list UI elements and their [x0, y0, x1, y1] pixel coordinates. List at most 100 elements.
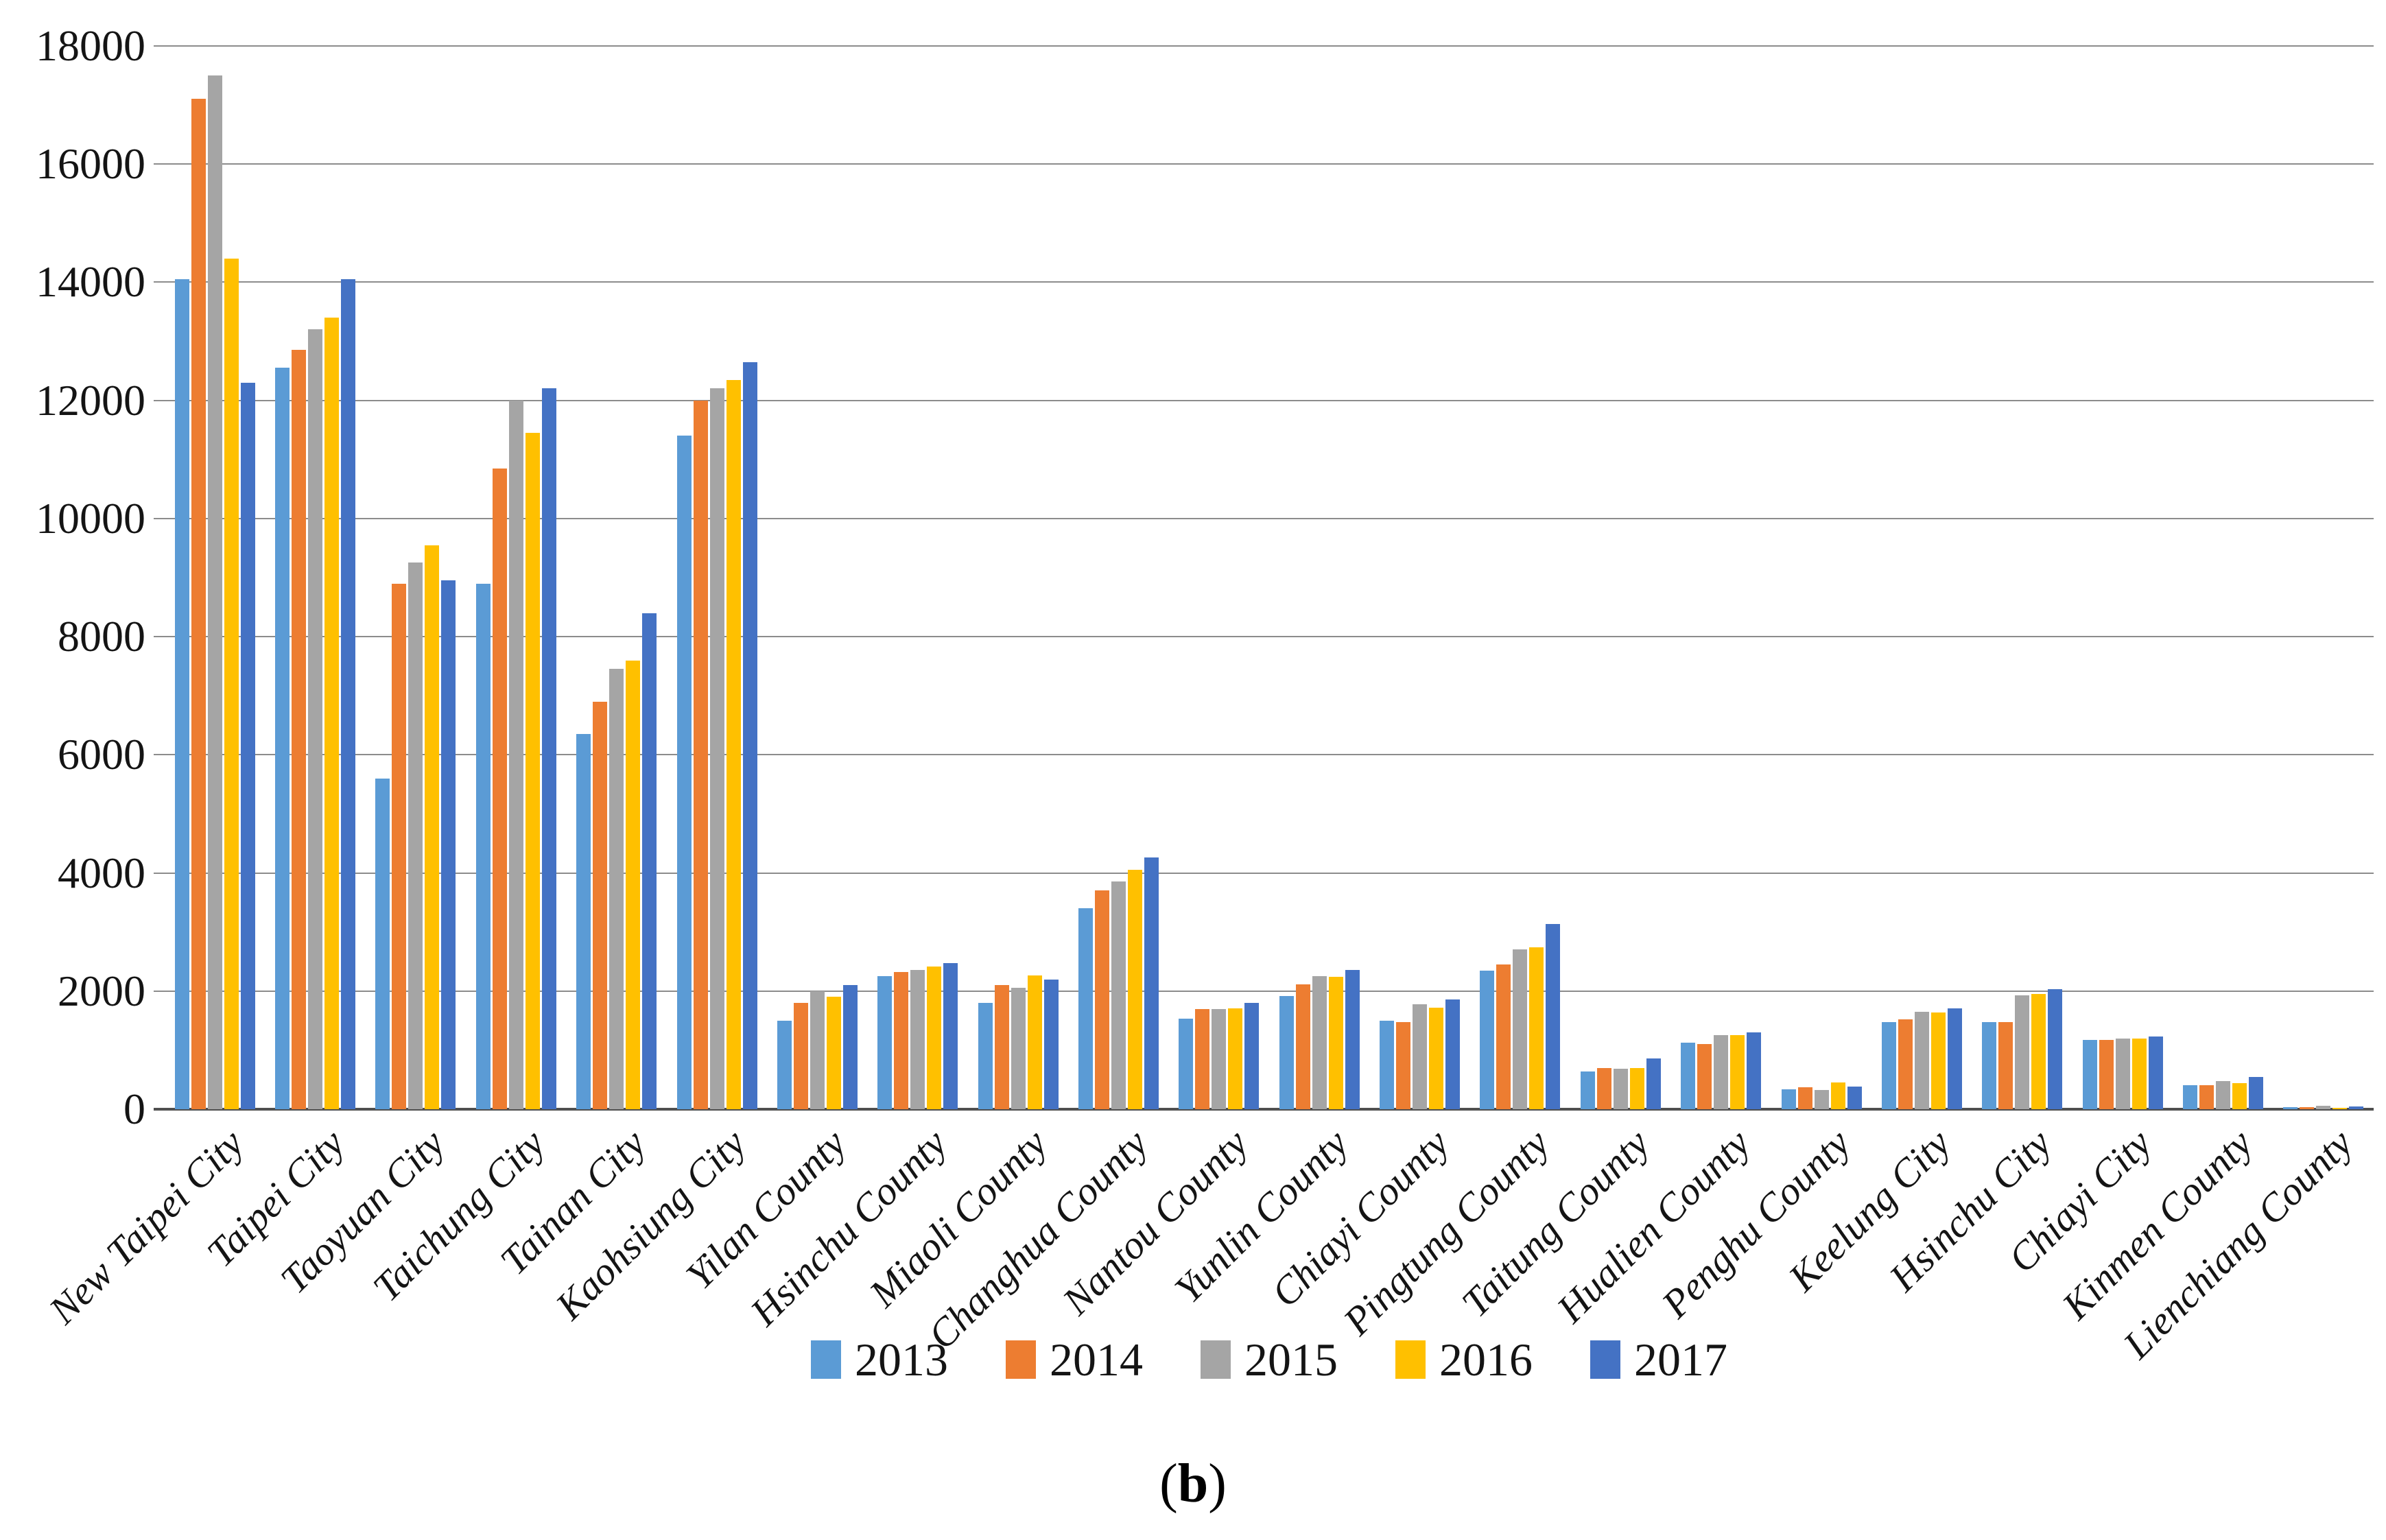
legend-item: 2016: [1395, 1336, 1533, 1383]
bar-2016: [2232, 1083, 2247, 1109]
bar-group: [275, 279, 355, 1109]
bar-group: [375, 545, 456, 1109]
bar-2014: [392, 584, 407, 1109]
bar-2013: [2082, 1040, 2097, 1109]
bar-group: [2082, 1036, 2163, 1109]
bar-2014: [1898, 1019, 1913, 1109]
bar-2016: [1930, 1012, 1946, 1109]
bar-2013: [275, 368, 290, 1109]
bar-group: [877, 963, 958, 1109]
legend-label: 2016: [1439, 1334, 1533, 1386]
bar-2017: [2349, 1106, 2364, 1109]
bar-2013: [375, 779, 390, 1109]
bar-2014: [2099, 1040, 2114, 1109]
bar-2017: [2048, 989, 2063, 1109]
bar-2015: [1212, 1009, 1227, 1109]
bar-2015: [408, 562, 423, 1109]
bar-2013: [1480, 971, 1495, 1109]
legend-item: 2015: [1201, 1336, 1338, 1383]
bar-group: [576, 613, 657, 1109]
bar-2016: [324, 318, 339, 1109]
bar-2013: [1781, 1089, 1796, 1109]
y-axis-tick-label: 10000: [36, 494, 145, 543]
bar-2017: [341, 279, 355, 1109]
bar-2017: [1345, 970, 1360, 1109]
bar-2016: [1328, 977, 1343, 1109]
bar-2017: [441, 580, 456, 1109]
bar-2016: [927, 967, 942, 1109]
bar-2016: [1529, 947, 1544, 1109]
bar-2017: [1747, 1032, 1762, 1109]
y-axis-tick-label: 4000: [58, 849, 145, 897]
y-axis-tick-label: 0: [123, 1085, 145, 1133]
y-axis-tick-label: 6000: [58, 730, 145, 779]
y-axis-tick-label: 2000: [58, 967, 145, 1015]
bar-2016: [2031, 994, 2046, 1109]
gridline: [154, 45, 2374, 47]
bar-group: [2183, 1077, 2263, 1109]
gridline: [154, 281, 2374, 283]
bar-2014: [593, 702, 608, 1109]
bar-2014: [1797, 1087, 1812, 1109]
bar-2013: [1279, 996, 1294, 1109]
bar-2014: [2300, 1107, 2315, 1109]
bar-2014: [1295, 984, 1310, 1109]
bar-2015: [2115, 1039, 2130, 1109]
bar-2013: [475, 584, 491, 1109]
bar-2015: [1413, 1004, 1427, 1109]
caption-close-paren: ): [1208, 1454, 1227, 1514]
bar-group: [2283, 1106, 2364, 1109]
bar-2013: [1881, 1022, 1896, 1109]
bar-2014: [1596, 1068, 1611, 1109]
bar-2014: [994, 985, 1009, 1109]
bar-2016: [1429, 1008, 1443, 1109]
bar-2017: [1244, 1003, 1260, 1109]
bar-2015: [609, 669, 624, 1109]
bar-2015: [910, 970, 925, 1109]
gridline: [154, 754, 2374, 755]
bar-group: [1279, 970, 1360, 1109]
bar-2016: [2332, 1108, 2348, 1109]
bar-2017: [1847, 1087, 1862, 1109]
x-axis-baseline: [154, 1108, 2374, 1111]
bar-2013: [777, 1021, 792, 1109]
bar-group: [1480, 924, 1561, 1109]
bar-2017: [1043, 980, 1059, 1109]
bar-2014: [2199, 1085, 2214, 1109]
bar-2017: [1947, 1008, 1962, 1109]
bar-2016: [1830, 1082, 1845, 1109]
bar-2015: [207, 75, 222, 1109]
bar-group: [676, 362, 757, 1109]
bar-2013: [1681, 1043, 1696, 1109]
gridline: [154, 636, 2374, 637]
bar-2013: [174, 279, 189, 1109]
legend-swatch-2017: [1590, 1340, 1620, 1379]
gridline: [154, 873, 2374, 874]
gridline: [154, 518, 2374, 519]
legend-label: 2015: [1244, 1334, 1338, 1386]
bar-2016: [1228, 1008, 1243, 1109]
bar-2015: [1914, 1012, 1929, 1109]
bar-2016: [525, 433, 540, 1109]
bar-2015: [1312, 976, 1327, 1109]
legend-item: 2014: [1006, 1336, 1143, 1383]
bar-2013: [978, 1003, 993, 1109]
bar-2015: [1513, 949, 1528, 1109]
bar-2014: [1195, 1009, 1210, 1109]
gridline: [154, 400, 2374, 401]
bar-2015: [308, 329, 322, 1109]
bar-group: [1881, 1008, 1962, 1109]
bar-2016: [726, 380, 741, 1109]
bar-2016: [826, 997, 841, 1109]
bar-2015: [1111, 881, 1126, 1109]
gridline: [154, 163, 2374, 165]
bar-2013: [1179, 1019, 1194, 1109]
bar-2017: [642, 613, 657, 1109]
figure-caption: (b): [0, 1453, 2386, 1515]
bar-2017: [842, 985, 858, 1109]
y-axis-tick-label: 18000: [36, 21, 145, 70]
bar-2014: [894, 972, 909, 1109]
bar-group: [174, 75, 255, 1109]
